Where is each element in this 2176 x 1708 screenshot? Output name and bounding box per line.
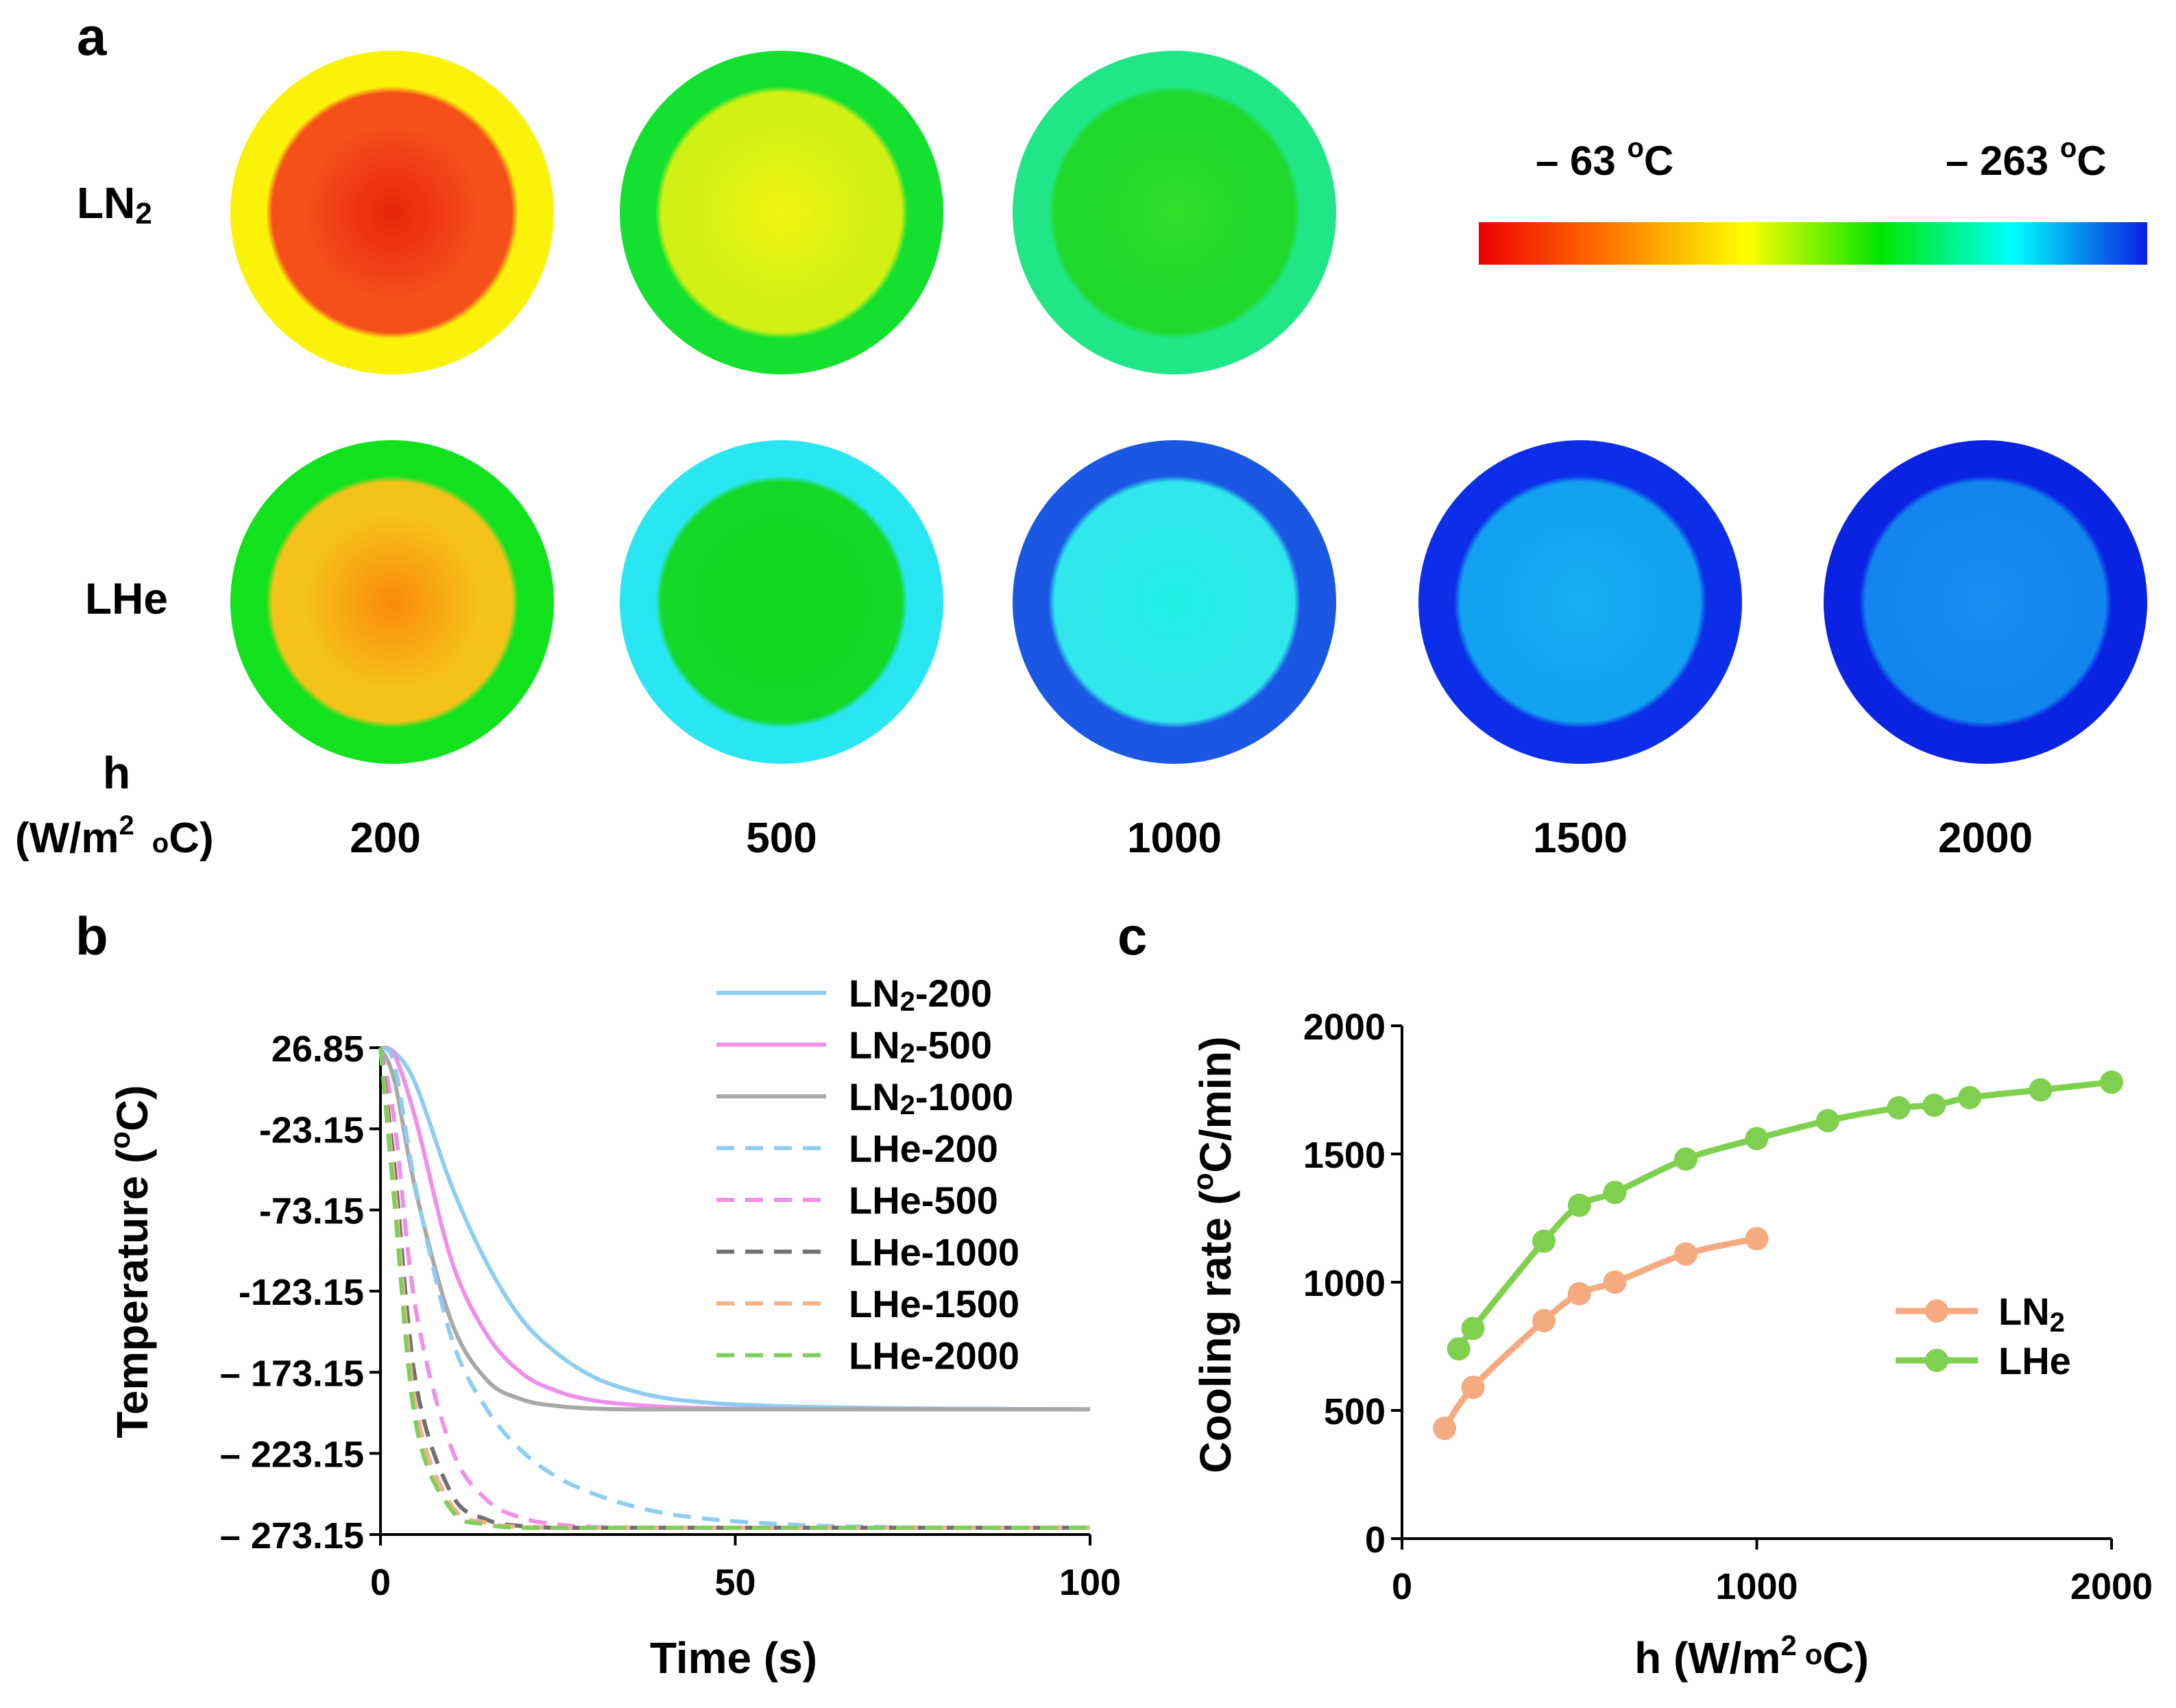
data-point-lhe xyxy=(1887,1096,1911,1120)
data-point-ln2 xyxy=(1532,1309,1556,1333)
colorbar-max-label: – 263 oC xyxy=(1946,133,2107,184)
panel-c-ytick-label: 2000 xyxy=(1303,1007,1386,1048)
heatmap-circle-lhe-1500 xyxy=(1418,440,1742,764)
legend-label-lhe: LHe xyxy=(1998,1339,2071,1382)
data-point-ln2 xyxy=(1603,1271,1627,1294)
legend-label-ln2-500: LN2-500 xyxy=(849,1024,992,1069)
panel-b-ytick-label: 26.85 xyxy=(271,1029,364,1070)
panel-b-ytick-label: -123.15 xyxy=(239,1272,364,1313)
panel-c-ylabel: Cooling rate (oC/min) xyxy=(1187,1036,1240,1473)
legend-label-ln2-1000: LN2-1000 xyxy=(849,1075,1013,1120)
series-line-ln2 xyxy=(1442,1236,1758,1430)
heatmap-circle-lhe-1000 xyxy=(1013,440,1336,764)
data-point-lhe xyxy=(1461,1316,1485,1340)
heatmap-circle-ln2-1000 xyxy=(1013,51,1336,374)
heatmap-circles xyxy=(230,51,2147,764)
panel-b-series xyxy=(378,1045,1091,1530)
panel-b-label: b xyxy=(75,906,108,966)
panel-a: a LN2 LHe – 63 oC – 263 oC h (W/m2oC) 20… xyxy=(15,6,2147,862)
legend-label-ln2-200: LN2-200 xyxy=(849,972,992,1017)
legend-label-lhe-200: LHe-200 xyxy=(849,1127,998,1170)
legend-marker-lhe xyxy=(1925,1349,1948,1372)
data-point-ln2 xyxy=(1433,1417,1457,1441)
panel-b-ytick-label: – 173.15 xyxy=(220,1353,364,1394)
row-label-ln2: LN2 xyxy=(77,178,152,230)
data-point-ln2 xyxy=(1567,1282,1591,1306)
panel-b-axes: 26.85 -23.15 -73.15 -123.15 – 173.15 – 223.15… xyxy=(220,1029,1121,1603)
heatmap-circle-lhe-200 xyxy=(230,440,554,764)
panel-b-xtick-label: 100 xyxy=(1059,1562,1121,1603)
legend-label-lhe-1000: LHe-1000 xyxy=(849,1231,1019,1274)
legend-label-lhe-1500: LHe-1500 xyxy=(849,1282,1019,1325)
series-line-lhe-2000 xyxy=(378,1047,1090,1530)
panel-c-series xyxy=(1433,1070,2123,1441)
row-label-lhe: LHe xyxy=(85,574,168,623)
h-values: 200 500 1000 1500 2000 xyxy=(350,815,2033,862)
h-value-2000: 2000 xyxy=(1938,815,2033,862)
panel-c-xtick-label: 0 xyxy=(1392,1566,1412,1607)
data-point-ln2 xyxy=(1461,1375,1485,1399)
h-value-500: 500 xyxy=(746,815,817,862)
panel-c-axes: 0 500 1000 1500 2000 0 1000 2000 xyxy=(1303,1007,2153,1607)
panel-a-label: a xyxy=(77,6,107,67)
panel-b-xtick-label: 0 xyxy=(370,1562,391,1603)
data-point-ln2 xyxy=(1745,1227,1769,1251)
h-value-200: 200 xyxy=(350,815,420,862)
data-point-lhe xyxy=(1745,1127,1769,1151)
data-point-ln2 xyxy=(1674,1242,1697,1266)
panel-b-xtick-label: 50 xyxy=(714,1562,755,1603)
data-point-lhe xyxy=(1447,1337,1471,1361)
h-value-1000: 1000 xyxy=(1127,815,1222,862)
legend-label-lhe-2000: LHe-2000 xyxy=(849,1334,1019,1378)
data-point-lhe xyxy=(1567,1193,1591,1217)
panel-b-legend: LN2-200 LN2-500 LN2-1000 LHe-200 LHe-500 LHe-… xyxy=(716,972,1019,1378)
panel-b-ytick-label: -23.15 xyxy=(259,1109,364,1151)
panel-c-xtick-label: 2000 xyxy=(2070,1566,2153,1607)
data-point-lhe xyxy=(1532,1229,1556,1253)
h-axis-unit: (W/m2oC) xyxy=(15,810,214,862)
panel-c-xlabel: h (W/m2 oC) xyxy=(1634,1629,1869,1683)
data-point-lhe xyxy=(2029,1078,2053,1102)
panel-b-ytick-label: -73.15 xyxy=(259,1191,364,1232)
heatmap-circle-ln2-200 xyxy=(230,51,554,374)
panel-b: b 26.85 -23.15 -73.15 -123.15 – 173.15 – 223.… xyxy=(75,906,1121,1683)
data-point-lhe xyxy=(1958,1085,1981,1109)
heatmap-circle-ln2-500 xyxy=(620,51,943,374)
colorbar-min-label: – 63 oC xyxy=(1536,133,1673,184)
panel-c-label: c xyxy=(1117,906,1147,966)
colorbar xyxy=(1479,222,2147,265)
panel-b-ytick-label: – 273.15 xyxy=(220,1515,364,1556)
heatmap-circle-lhe-500 xyxy=(620,440,943,764)
panel-c-ytick-label: 1000 xyxy=(1303,1263,1386,1304)
h-value-1500: 1500 xyxy=(1533,815,1628,862)
data-point-lhe xyxy=(1816,1109,1839,1133)
panel-c-ytick-label: 0 xyxy=(1365,1519,1386,1561)
data-point-lhe xyxy=(1603,1181,1627,1205)
legend-label-lhe-500: LHe-500 xyxy=(849,1179,998,1222)
panel-b-xlabel: Time (s) xyxy=(650,1633,817,1683)
panel-c-xtick-label: 1000 xyxy=(1715,1566,1798,1607)
panel-b-ytick-label: – 223.15 xyxy=(220,1434,364,1476)
panel-b-ylabel: Temperature (oC) xyxy=(104,1085,157,1438)
data-point-lhe xyxy=(2100,1070,2123,1094)
h-axis-label: h xyxy=(103,747,130,798)
data-point-lhe xyxy=(1922,1093,1946,1117)
legend-marker-ln2 xyxy=(1925,1299,1948,1323)
data-point-lhe xyxy=(1674,1147,1697,1171)
legend-label-ln2: LN2 xyxy=(1998,1290,2065,1338)
panel-c-ytick-label: 1500 xyxy=(1303,1135,1386,1176)
panel-c-ytick-label: 500 xyxy=(1324,1391,1386,1432)
heatmap-circle-lhe-2000 xyxy=(1824,440,2147,764)
